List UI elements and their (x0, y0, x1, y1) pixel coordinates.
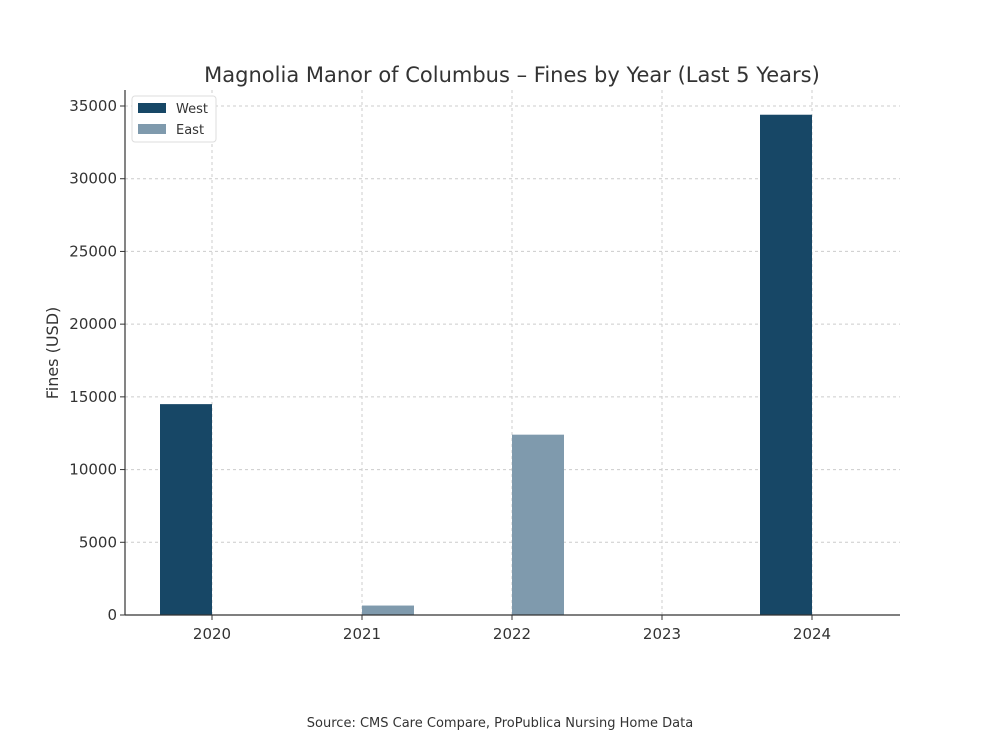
legend: West East (131, 95, 217, 143)
source-note: Source: CMS Care Compare, ProPublica Nur… (307, 716, 693, 731)
y-tick-label: 30000 (69, 170, 117, 188)
x-tick-label: 2022 (493, 625, 531, 643)
bar-east-2022 (512, 434, 564, 615)
y-tick-label: 25000 (69, 242, 117, 260)
y-tick-label: 35000 (69, 97, 117, 115)
y-tick-label: 0 (107, 606, 117, 624)
legend-label-west: West (176, 102, 208, 117)
bars (160, 114, 812, 616)
x-tick-label: 2023 (643, 625, 681, 643)
y-tick-label: 20000 (69, 315, 117, 333)
bar-east-2021 (362, 605, 414, 615)
x-tick-label: 2020 (193, 625, 231, 643)
x-tick-label: 2024 (793, 625, 831, 643)
legend-swatch-east (138, 124, 166, 134)
axes: 0 5000 10000 15000 20000 25000 30000 35000 2020 2… (69, 90, 900, 643)
y-tick-label: 5000 (79, 533, 117, 551)
bar-west-2020 (160, 404, 212, 615)
bar-west-2024 (760, 114, 812, 616)
legend-label-east: East (176, 123, 204, 138)
x-tick-label: 2021 (343, 625, 381, 643)
chart-title: Magnolia Manor of Columbus – Fines by Ye… (204, 63, 820, 87)
y-axis-label: Fines (USD) (43, 307, 62, 400)
y-tick-label: 10000 (69, 461, 117, 479)
y-tick-label: 15000 (69, 388, 117, 406)
legend-swatch-west (138, 103, 166, 113)
